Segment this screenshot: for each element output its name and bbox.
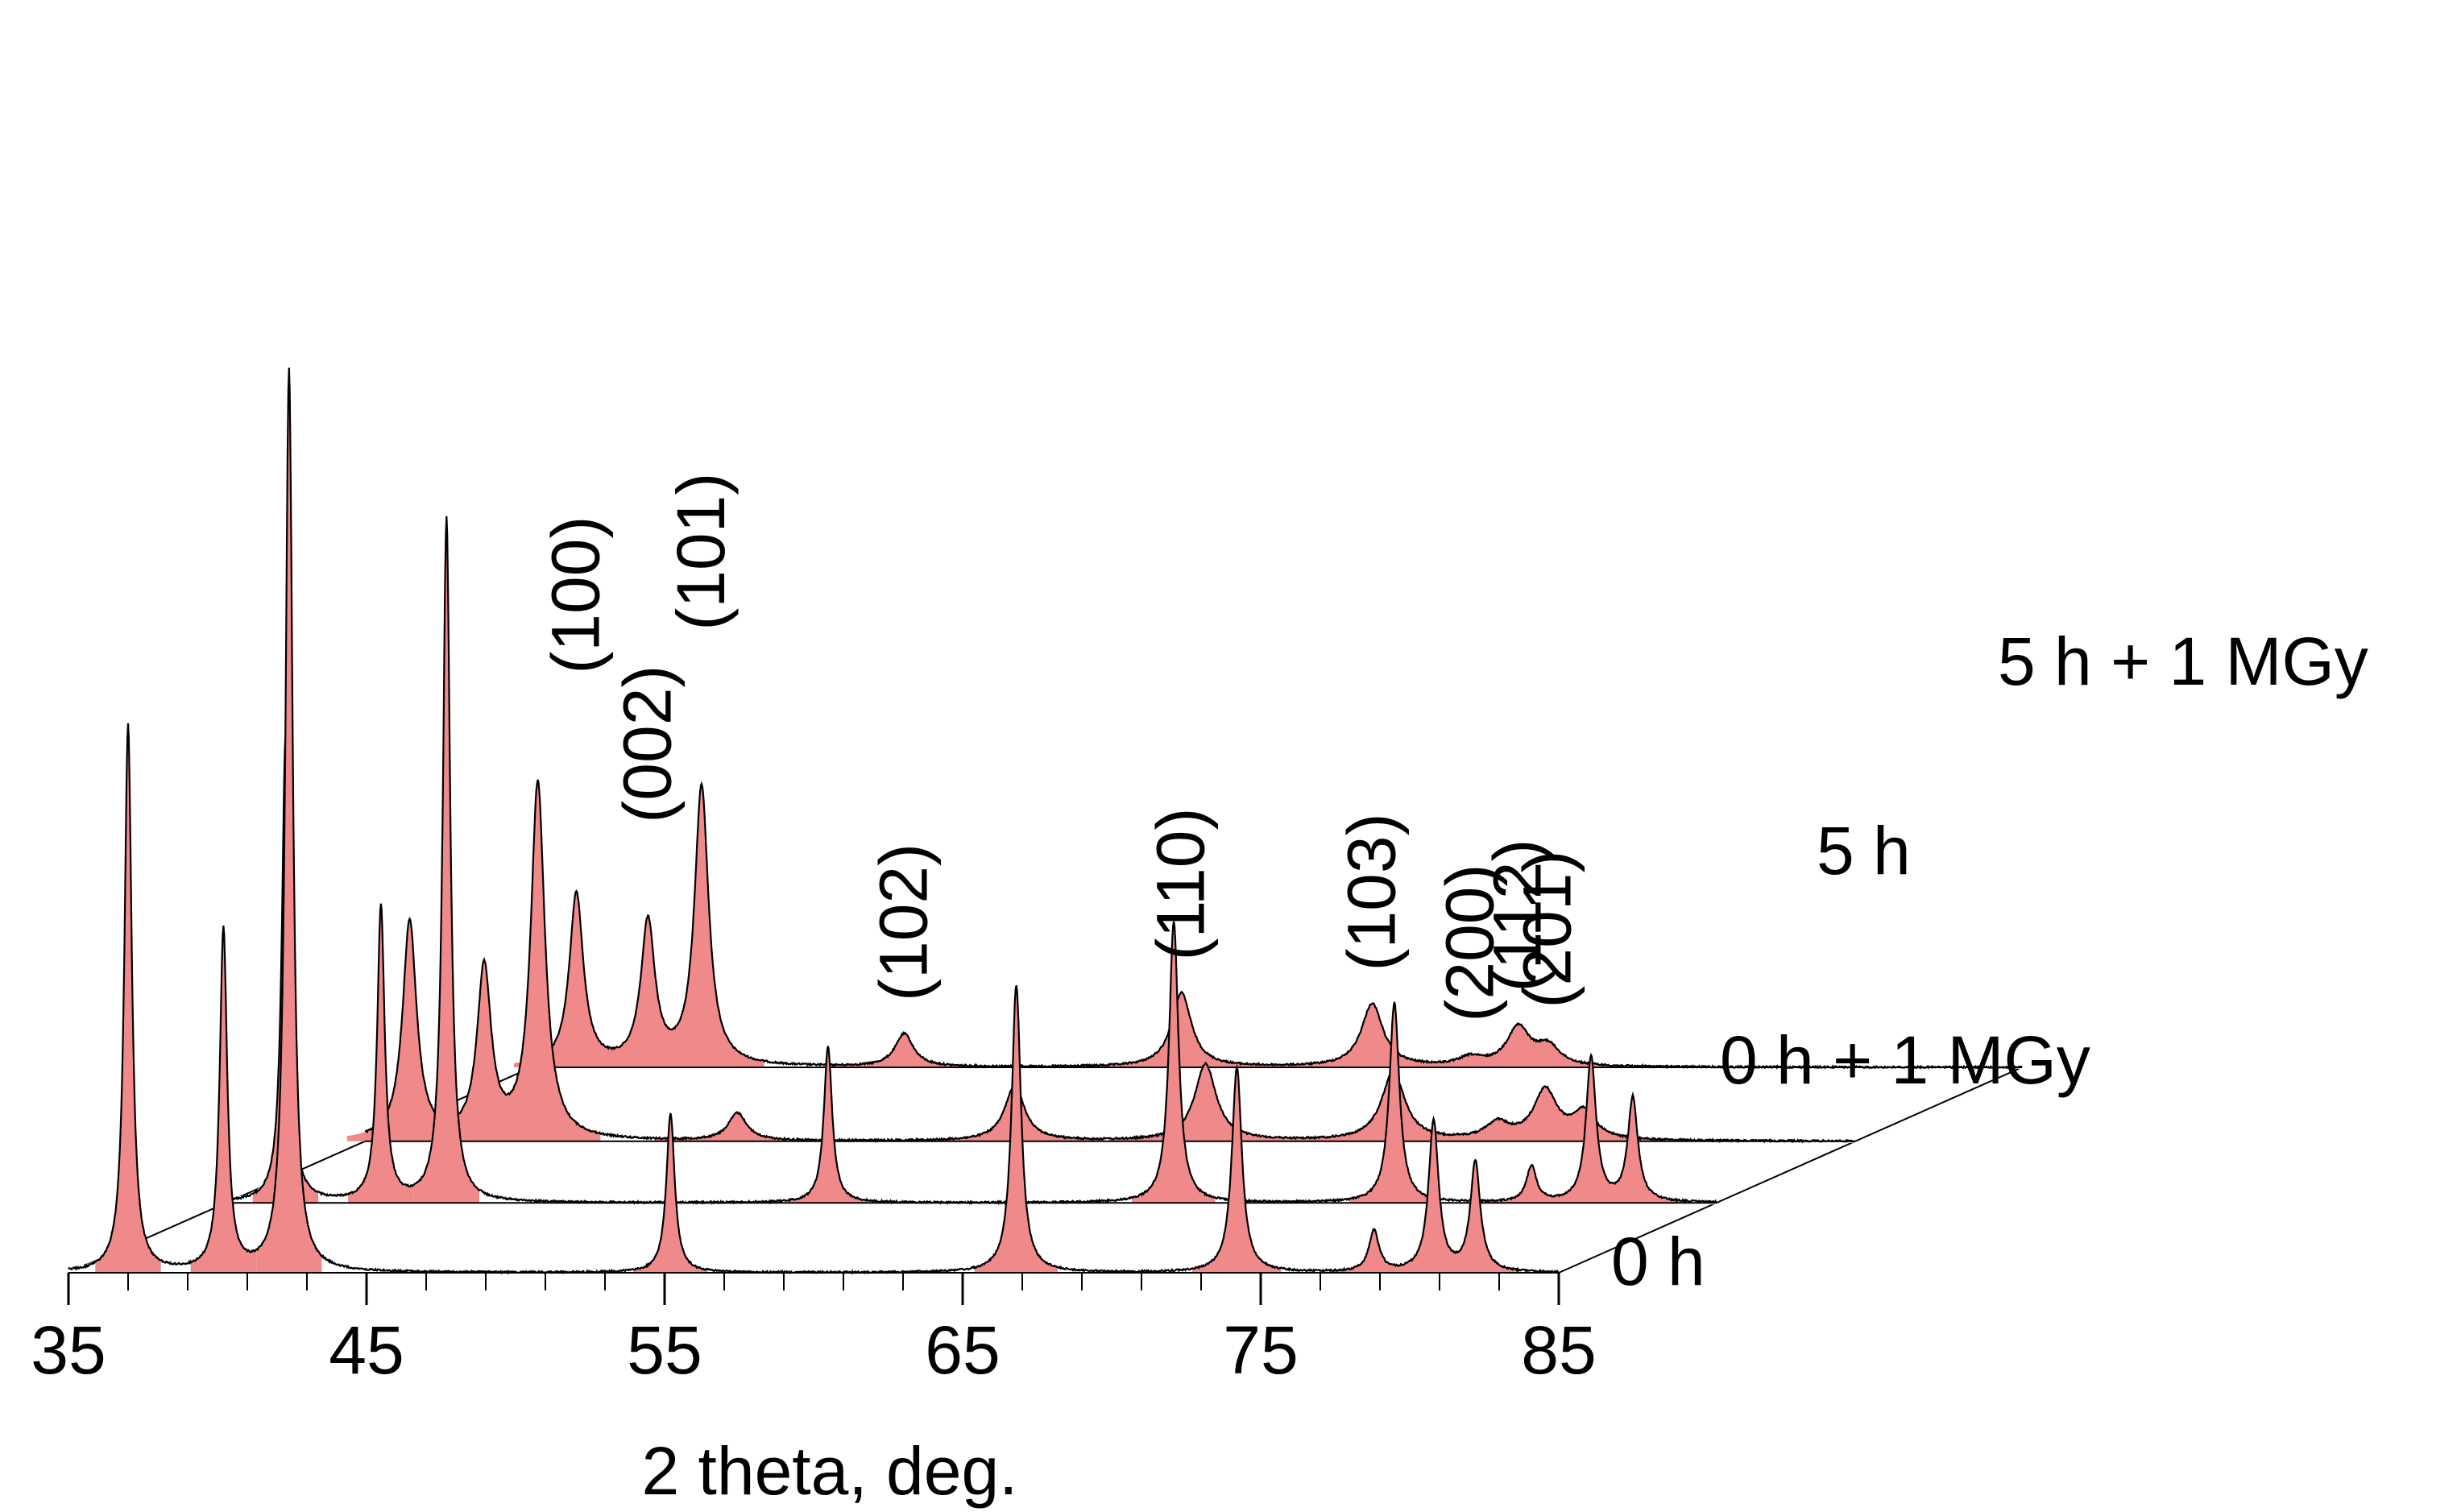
peak-fill [1191, 1067, 1282, 1273]
peak-label: (002) [609, 665, 685, 823]
peak-fill [822, 1034, 987, 1067]
x-tick-label: 65 [925, 1312, 1000, 1388]
series-label: 0 h [1611, 1224, 1705, 1299]
peak-fill [1092, 992, 1271, 1067]
series-label: 0 h + 1 MGy [1720, 1022, 2090, 1098]
x-tick-label: 35 [31, 1312, 106, 1388]
peak-label: (200) [1432, 864, 1508, 1022]
peak-fill [348, 903, 414, 1203]
peak-fill [1108, 1063, 1303, 1141]
peak-fill [1329, 1229, 1419, 1273]
x-tick-label: 75 [1223, 1312, 1298, 1388]
peak-fill [633, 1113, 708, 1273]
peak-fill [413, 516, 479, 1203]
x-tick-label: 85 [1521, 1312, 1596, 1388]
peak-fill [1444, 1024, 1653, 1067]
peak-label: (101) [663, 473, 739, 631]
peak-fill [1132, 920, 1216, 1203]
peak-label: (102) [866, 843, 942, 1001]
peak-fill [974, 984, 1059, 1273]
series-occluder [365, 778, 1855, 1143]
series-label: 5 h [1817, 813, 1911, 889]
x-axis-title: 2 theta, deg. [641, 1433, 1017, 1509]
peak-label: (201) [1510, 850, 1585, 1008]
peak-label: (100) [538, 516, 614, 674]
series-label: 5 h + 1 MGy [1998, 623, 2368, 699]
peak-fill [346, 918, 473, 1141]
peak-fill [790, 1046, 866, 1203]
peak-fill [190, 925, 257, 1273]
x-tick-label: 55 [627, 1312, 702, 1388]
peak-fill [1349, 1002, 1440, 1203]
series-trace [364, 779, 1856, 1144]
peak-fill [95, 723, 161, 1273]
series-0 [68, 365, 1560, 1275]
peak-fill [655, 1112, 820, 1141]
peak-label: (103) [1333, 813, 1409, 971]
peak-fill [256, 367, 322, 1273]
peak-labels: (100)(002) (101) (102) (110) (103) (200)(112)… [538, 473, 1585, 1022]
peak-fill [513, 891, 640, 1067]
peak-fill [1588, 1054, 1678, 1203]
frame-right-edge [1558, 1067, 2023, 1274]
peak-fill [1430, 1119, 1520, 1273]
x-axis: 35 45 55 65 75 85 [31, 1273, 1597, 1388]
peak-fill [474, 780, 601, 1141]
peak-fill [639, 783, 764, 1067]
peak-label: (112) [1480, 839, 1556, 992]
peak-label: (110) [1143, 808, 1219, 961]
series-3 [513, 781, 2023, 1071]
peak-fill [1486, 1165, 1576, 1203]
series-trace [531, 781, 2023, 1071]
series-layer [68, 365, 2023, 1275]
x-tick-label: 45 [329, 1312, 404, 1388]
series-labels: 0 h 0 h + 1 MGy 5 h 5 h + 1 MGy [1611, 623, 2368, 1299]
peak-fill [1479, 1087, 1688, 1141]
perspective-frame [68, 1067, 2023, 1274]
